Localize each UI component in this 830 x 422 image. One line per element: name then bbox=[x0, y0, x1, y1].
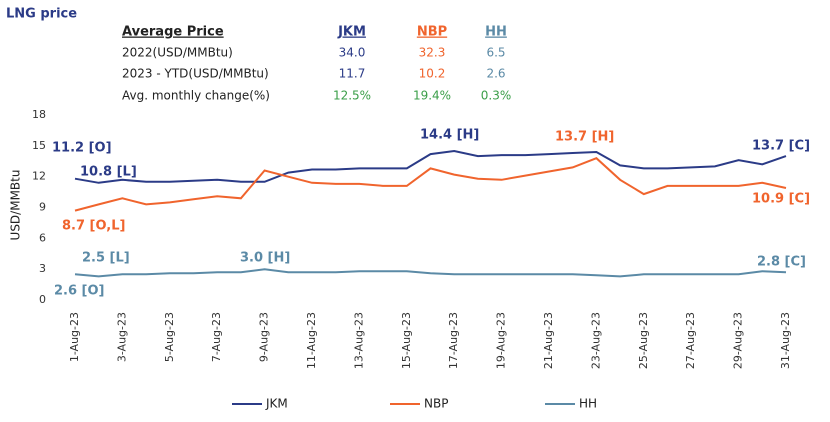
x-tick-label: 5-Aug-23 bbox=[163, 312, 176, 362]
annotation: 10.9 [C] bbox=[752, 192, 810, 207]
x-tick-label: 17-Aug-23 bbox=[447, 312, 460, 369]
x-tick-label: 13-Aug-23 bbox=[352, 312, 365, 369]
table-cell: Avg. monthly change(%) bbox=[122, 89, 270, 103]
x-tick-label: 21-Aug-23 bbox=[542, 312, 555, 369]
x-tick-label: 27-Aug-23 bbox=[684, 312, 697, 369]
y-tick-label: 0 bbox=[39, 293, 46, 306]
x-tick-label: 15-Aug-23 bbox=[400, 312, 413, 369]
x-tick-label: 31-Aug-23 bbox=[779, 312, 792, 369]
page-title: LNG price bbox=[6, 7, 77, 22]
table-cell: 12.5% bbox=[333, 89, 371, 103]
table-cell: 2.6 bbox=[486, 67, 505, 81]
annotation: 13.7 [C] bbox=[752, 139, 810, 154]
annotation: 8.7 [O,L] bbox=[62, 219, 125, 234]
table-header: HH bbox=[485, 25, 507, 40]
y-tick-label: 12 bbox=[32, 170, 46, 183]
x-tick-label: 7-Aug-23 bbox=[210, 312, 223, 362]
line-series bbox=[74, 157, 787, 212]
x-tick-label: 1-Aug-23 bbox=[68, 312, 81, 362]
annotation: 10.8 [L] bbox=[80, 165, 137, 180]
line-series bbox=[74, 268, 787, 278]
annotation: 14.4 [H] bbox=[420, 128, 479, 143]
x-tick-label: 23-Aug-23 bbox=[589, 312, 602, 369]
table-header: JKM bbox=[337, 25, 366, 40]
table-cell: 32.3 bbox=[419, 46, 446, 60]
x-tick-label: 9-Aug-23 bbox=[258, 312, 271, 362]
y-tick-label: 18 bbox=[32, 108, 46, 121]
table-header: Average Price bbox=[122, 25, 224, 40]
table-cell: 2022(USD/MMBtu) bbox=[122, 46, 233, 60]
table-cell: 34.0 bbox=[339, 46, 366, 60]
y-axis-label: USD/MMBtu bbox=[9, 170, 23, 241]
table-cell: 19.4% bbox=[413, 89, 451, 103]
annotation: 2.6 [O] bbox=[54, 284, 105, 299]
x-tick-label: 3-Aug-23 bbox=[115, 312, 128, 362]
annotation: 2.5 [L] bbox=[82, 251, 130, 266]
annotation: 13.7 [H] bbox=[555, 130, 614, 145]
x-tick-label: 29-Aug-23 bbox=[732, 312, 745, 369]
y-tick-label: 3 bbox=[39, 262, 46, 275]
y-tick-label: 6 bbox=[39, 231, 46, 244]
legend-label: JKM bbox=[265, 397, 288, 411]
legend-label: NBP bbox=[424, 397, 448, 411]
legend-label: HH bbox=[579, 397, 597, 411]
x-tick-label: 25-Aug-23 bbox=[637, 312, 650, 369]
y-tick-label: 9 bbox=[39, 201, 46, 214]
line-series bbox=[74, 149, 787, 184]
x-tick-label: 19-Aug-23 bbox=[495, 312, 508, 369]
table-cell: 11.7 bbox=[339, 67, 366, 81]
annotation: 3.0 [H] bbox=[240, 251, 290, 266]
x-tick-label: 11-Aug-23 bbox=[305, 312, 318, 369]
y-tick-label: 15 bbox=[32, 139, 46, 152]
table-cell: 0.3% bbox=[481, 89, 512, 103]
table-cell: 2023 - YTD(USD/MMBtu) bbox=[122, 67, 269, 81]
table-cell: 10.2 bbox=[419, 67, 446, 81]
annotation: 2.8 [C] bbox=[757, 255, 806, 270]
table-cell: 6.5 bbox=[486, 46, 505, 60]
table-header: NBP bbox=[417, 25, 447, 40]
annotation: 11.2 [O] bbox=[52, 141, 112, 156]
